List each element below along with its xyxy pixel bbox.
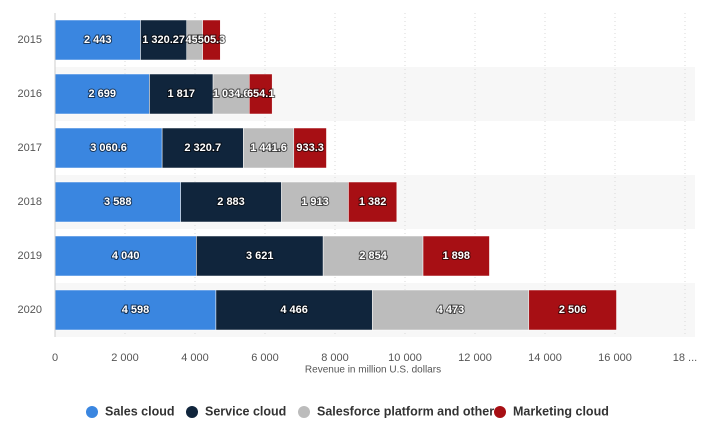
x-tick-label: 0: [52, 352, 58, 364]
x-tick-label: 14 000: [528, 352, 562, 364]
data-label: 4 466: [280, 304, 308, 316]
legend-label[interactable]: Service cloud: [205, 404, 286, 418]
bar-segment: [243, 127, 295, 169]
x-axis-label: Revenue in million U.S. dollars: [305, 365, 441, 376]
legend-label[interactable]: Marketing cloud: [513, 404, 609, 418]
y-tick-label: 2020: [18, 304, 42, 316]
legend-marker[interactable]: [494, 406, 506, 418]
bar-segment: [212, 73, 250, 115]
bar-segment: [281, 181, 349, 223]
x-tick-label: 4 000: [181, 352, 209, 364]
y-tick-label: 2015: [18, 34, 42, 46]
data-label: 3 060.6: [90, 142, 127, 154]
bar-segment: [140, 19, 187, 61]
data-label: 455: [185, 34, 203, 46]
bar-segment: [196, 235, 324, 277]
data-label: 933.3: [296, 142, 324, 154]
legend-marker[interactable]: [186, 406, 198, 418]
bar-segment: [149, 73, 214, 115]
bar-segment: [293, 127, 327, 169]
x-tick-label: 8 000: [321, 352, 349, 364]
data-label: 1 382: [359, 196, 387, 208]
data-label: 2 506: [559, 304, 587, 316]
x-tick-label: 10 000: [388, 352, 422, 364]
bar-segment: [249, 73, 273, 115]
bar-segment: [54, 181, 181, 223]
data-label: 1 441.6: [250, 142, 287, 154]
legend-label[interactable]: Sales cloud: [105, 404, 174, 418]
data-label: 505.3: [198, 34, 226, 46]
data-label: 4 598: [122, 304, 150, 316]
data-label: 1 898: [442, 250, 470, 262]
data-label: 1 034.6: [213, 88, 250, 100]
data-label: 2 443: [84, 34, 112, 46]
bar-segment: [528, 289, 617, 331]
legend-marker[interactable]: [86, 406, 98, 418]
bar-segment: [348, 181, 398, 223]
data-label: 2 883: [217, 196, 245, 208]
y-tick-label: 2017: [18, 142, 42, 154]
data-label: 2 699: [88, 88, 116, 100]
bar-segment: [422, 235, 490, 277]
bar-segment: [54, 235, 197, 277]
data-label: 1 817: [167, 88, 195, 100]
bar-segment: [215, 289, 373, 331]
bar-segment: [202, 19, 221, 61]
x-tick-label: 12 000: [458, 352, 492, 364]
bar-segment: [322, 235, 424, 277]
y-tick-label: 2018: [18, 196, 42, 208]
bar-segment: [371, 289, 530, 331]
data-label: 2 320.7: [184, 142, 221, 154]
legend-marker[interactable]: [298, 406, 310, 418]
bar-segment: [54, 289, 217, 331]
x-tick-label: 6 000: [251, 352, 279, 364]
data-label: 3 588: [104, 196, 132, 208]
data-label: 654.1: [247, 88, 275, 100]
data-label: 3 621: [246, 250, 274, 262]
data-label: 1 320.27: [142, 34, 185, 46]
bar-segment: [54, 127, 163, 169]
x-tick-label: 16 000: [598, 352, 632, 364]
x-tick-label: 18 ...: [673, 352, 697, 364]
data-label: 4 473: [437, 304, 465, 316]
y-tick-label: 2016: [18, 88, 42, 100]
data-label: 4 040: [112, 250, 140, 262]
data-label: 2 854: [359, 250, 387, 262]
legend-label[interactable]: Salesforce platform and other: [317, 404, 494, 418]
data-label: 1 913: [301, 196, 329, 208]
y-tick-label: 2019: [18, 250, 42, 262]
bar-segment: [161, 127, 244, 169]
x-tick-label: 2 000: [111, 352, 139, 364]
